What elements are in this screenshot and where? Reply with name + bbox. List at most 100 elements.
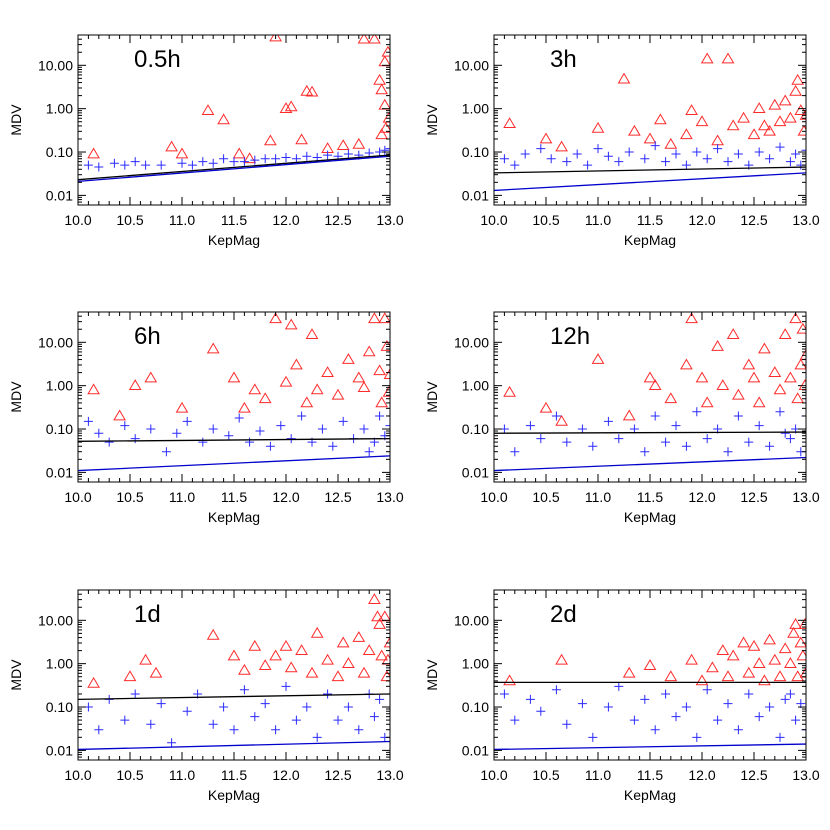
panel-title: 1d (134, 601, 161, 628)
triangle-point (284, 318, 298, 330)
triangle-point (796, 322, 806, 334)
plus-point (614, 681, 624, 691)
triangle-point (139, 653, 152, 665)
triangle-point (747, 639, 761, 651)
plus-point (661, 437, 671, 447)
plus-point (785, 689, 795, 699)
triangle-point (784, 657, 797, 669)
plus-point (562, 157, 572, 167)
panel-title: 0.5h (134, 46, 181, 73)
triangle-point (758, 674, 771, 686)
plus-point (702, 154, 712, 164)
triangle-point (726, 649, 740, 661)
plus-point (130, 434, 140, 444)
x-tick-label: 12.0 (688, 212, 715, 228)
x-tick-label: 10.0 (480, 767, 507, 783)
plot-area (494, 312, 806, 472)
plus-point (791, 149, 801, 159)
triangle-point (248, 383, 262, 395)
plus-point (661, 689, 671, 699)
x-tick-label: 13.0 (376, 489, 403, 505)
x-tick-label: 11.5 (637, 767, 663, 783)
triangle-point (381, 45, 390, 57)
triangle-point (758, 119, 771, 131)
triangle-point (269, 649, 282, 661)
plus-point (380, 145, 390, 155)
triangle-point (375, 396, 389, 408)
panel-title: 3h (550, 46, 577, 73)
plus-point (94, 428, 104, 438)
plus-point (291, 715, 301, 725)
plus-point (588, 441, 598, 451)
plus-point (182, 416, 192, 426)
plus-point (754, 421, 764, 431)
plus-point (219, 702, 229, 712)
triangle-point (716, 644, 730, 655)
plus-point (614, 434, 624, 444)
plus-point (187, 160, 197, 170)
plus-point (156, 160, 166, 170)
plus-point (562, 437, 572, 447)
y-tick-label: 0.10 (46, 699, 73, 715)
triangle-point (378, 98, 390, 110)
y-tick-label: 0.01 (462, 464, 489, 480)
triangle-point (375, 83, 389, 95)
x-tick-label: 13.0 (376, 767, 403, 783)
triangle-point (503, 117, 516, 129)
x-tick-label: 13.0 (792, 212, 819, 228)
plus-point (182, 706, 192, 716)
plus-point (681, 160, 691, 170)
plus-point (354, 725, 364, 735)
plot-frame (493, 34, 807, 206)
x-tick-label: 12.5 (324, 489, 351, 505)
triangle-point (695, 674, 709, 686)
plus-point (343, 149, 353, 159)
plus-point (765, 702, 775, 712)
plus-point (801, 145, 806, 155)
triangle-point (279, 639, 293, 651)
triangle-point (778, 328, 792, 340)
x-tick-label: 11.0 (585, 489, 611, 505)
x-tick-label: 10.0 (480, 212, 507, 228)
plus-point (775, 732, 785, 742)
plus-point (83, 160, 93, 170)
triangle-point (144, 371, 158, 383)
panel-title: 12h (550, 323, 590, 350)
triangle-point (295, 133, 308, 145)
y-tick-label: 10.00 (38, 57, 73, 73)
plus-point (271, 154, 281, 164)
x-tick-label: 13.0 (792, 767, 819, 783)
triangle-point (300, 84, 314, 96)
triangle-point (357, 35, 371, 44)
plus-point (775, 407, 785, 417)
triangle-point (175, 401, 189, 413)
triangle-point (622, 666, 636, 678)
triangle-point (357, 666, 371, 678)
triangle-point (201, 104, 215, 115)
plus-point (692, 147, 702, 157)
triangle-point (685, 312, 698, 324)
triangle-point (643, 659, 657, 670)
triangle-point (539, 401, 553, 413)
plus-point (510, 715, 520, 725)
triangle-point (768, 98, 782, 110)
plus-point (239, 157, 249, 167)
plus-point (572, 149, 582, 159)
x-tick-label: 12.0 (272, 489, 299, 505)
plus-point (364, 148, 374, 158)
triangle-point (711, 340, 724, 351)
triangle-point (310, 383, 324, 395)
y-tick-label: 10.00 (454, 612, 489, 628)
triangle-point (726, 119, 740, 131)
triangle-point (794, 104, 806, 115)
blue-fit-line (494, 172, 806, 192)
triangle-point (362, 644, 376, 655)
plus-point (328, 441, 338, 451)
plus-point (650, 411, 660, 421)
triangle-point (773, 670, 787, 682)
plot-area (78, 35, 390, 183)
triangle-point (149, 666, 163, 678)
triangle-point (342, 353, 355, 364)
plus-point (765, 154, 775, 164)
plus-point (208, 719, 218, 729)
